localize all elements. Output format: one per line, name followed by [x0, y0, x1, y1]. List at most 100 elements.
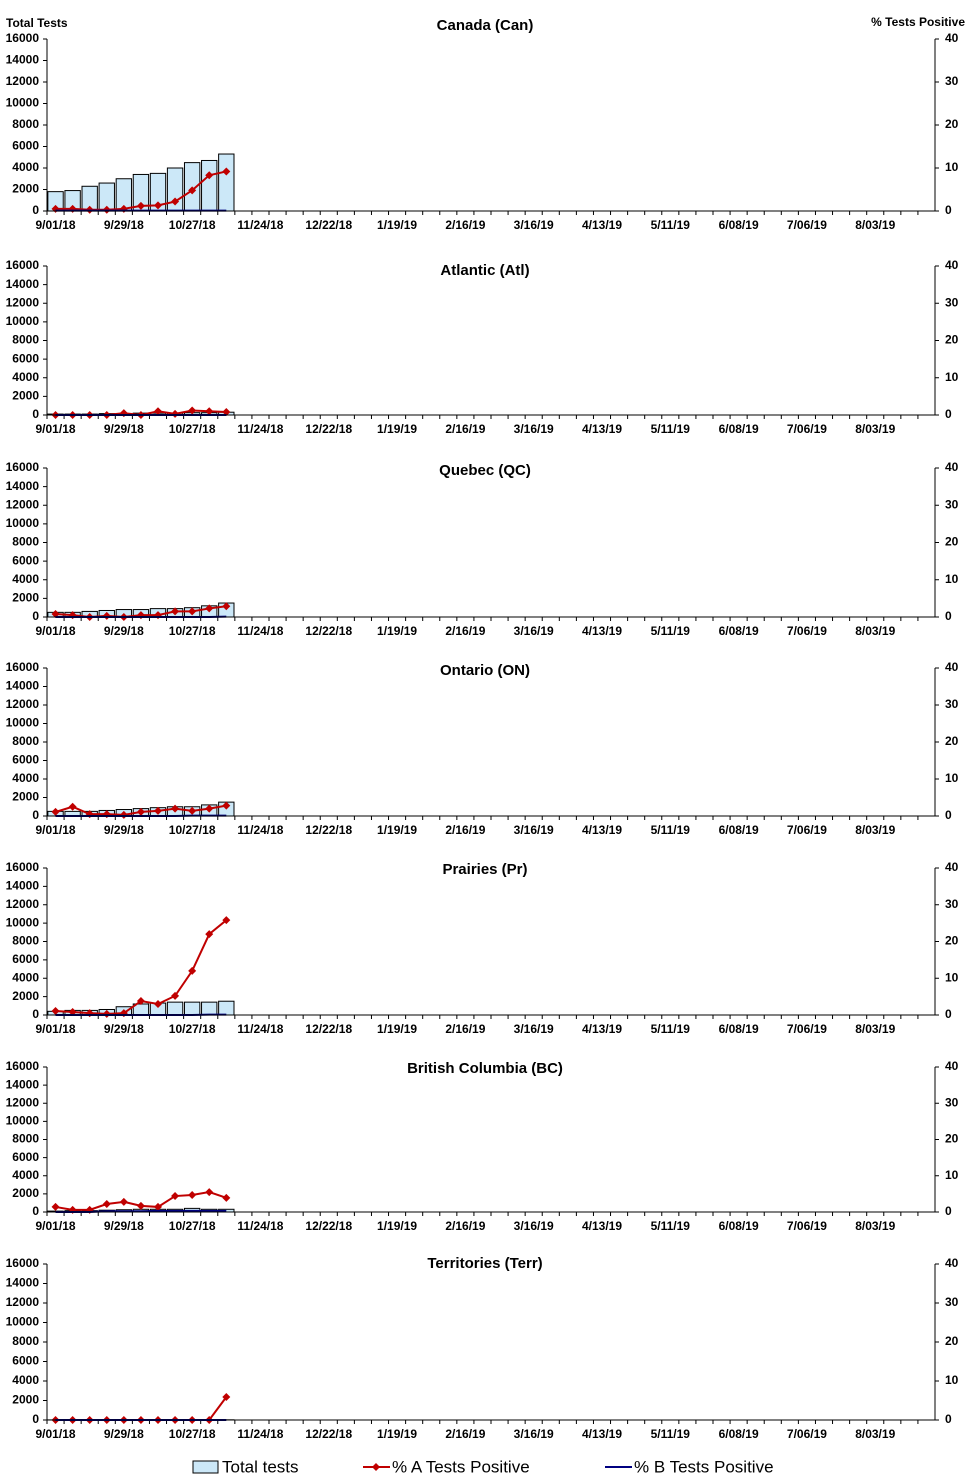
- bar: [183, 1001, 201, 1016]
- y2-tick-label: 40: [945, 1256, 959, 1270]
- y-tick-label: 2000: [12, 182, 39, 196]
- line-marker: [102, 1200, 111, 1209]
- line-marker: [205, 1188, 214, 1197]
- y-tick-label: 2000: [12, 1186, 39, 1200]
- x-tick-label: 6/08/19: [719, 823, 759, 837]
- y-tick-label: 16000: [6, 860, 40, 874]
- x-tick-label: 12/22/18: [305, 1427, 352, 1441]
- x-tick-label: 1/19/19: [377, 422, 417, 436]
- line-marker: [171, 804, 180, 813]
- y-tick-label: 0: [32, 609, 39, 623]
- y-tick-label: 0: [32, 1204, 39, 1218]
- line-marker: [136, 201, 145, 210]
- y-tick-label: 4000: [12, 1168, 39, 1182]
- chart-title: Prairies (Pr): [442, 861, 527, 878]
- chart-title: Atlantic (Atl): [440, 262, 529, 279]
- y2-tick-label: 30: [945, 1295, 959, 1309]
- x-tick-label: 9/29/18: [104, 1427, 144, 1441]
- x-tick-label: 9/29/18: [104, 422, 144, 436]
- y-tick-label: 12000: [6, 897, 40, 911]
- y-tick-label: 0: [32, 1007, 39, 1021]
- x-tick-label: 2/16/19: [445, 422, 485, 436]
- x-tick-label: 11/24/18: [237, 1219, 283, 1233]
- line-marker: [171, 197, 180, 206]
- x-tick-label: 8/03/19: [855, 624, 895, 638]
- x-tick-label: 10/27/18: [169, 1022, 216, 1036]
- y2-tick-label: 10: [945, 970, 959, 984]
- y2-tick-label: 0: [945, 1204, 952, 1218]
- x-tick-label: 10/27/18: [169, 218, 216, 232]
- x-tick-label: 11/24/18: [237, 218, 283, 232]
- chart-title: Territories (Terr): [427, 1255, 542, 1272]
- line-marker: [154, 999, 162, 1008]
- line-marker: [205, 604, 214, 613]
- x-tick-label: 11/24/18: [237, 823, 283, 837]
- bar: [201, 159, 218, 212]
- line-marker: [205, 804, 214, 813]
- x-tick-label: 10/27/18: [169, 422, 216, 436]
- y2-tick-label: 10: [945, 1168, 959, 1182]
- y-tick-label: 16000: [6, 31, 40, 45]
- x-tick-label: 11/24/18: [237, 422, 283, 436]
- x-tick-label: 1/19/19: [377, 218, 417, 232]
- x-tick-label: 5/11/19: [651, 218, 691, 232]
- y2-tick-label: 0: [945, 1007, 952, 1021]
- line-marker: [136, 807, 145, 816]
- y-tick-label: 4000: [12, 370, 39, 384]
- x-tick-label: 5/11/19: [651, 624, 691, 638]
- legend-swatch: [192, 1460, 219, 1474]
- y2-tick-label: 40: [945, 1059, 959, 1073]
- y-tick-label: 6000: [12, 952, 39, 966]
- y2-tick-label: 40: [945, 258, 959, 272]
- x-tick-label: 8/03/19: [855, 1022, 895, 1036]
- x-tick-label: 1/19/19: [377, 1219, 417, 1233]
- x-tick-label: 9/29/18: [104, 823, 144, 837]
- y-tick-label: 14000: [6, 277, 40, 291]
- x-tick-label: 5/11/19: [651, 1219, 691, 1233]
- x-tick-label: 12/22/18: [305, 218, 352, 232]
- y2-axis-label: % Tests Positive: [871, 15, 965, 29]
- x-tick-label: 6/08/19: [719, 1427, 759, 1441]
- y-tick-label: 12000: [6, 697, 40, 711]
- x-tick-label: 7/06/19: [787, 1219, 827, 1233]
- y2-tick-label: 20: [945, 1334, 959, 1348]
- y-tick-label: 10000: [6, 1315, 40, 1329]
- x-tick-label: 5/11/19: [651, 422, 691, 436]
- y2-tick-label: 10: [945, 572, 959, 586]
- bar: [218, 153, 235, 212]
- y2-tick-label: 40: [945, 31, 959, 45]
- y-tick-label: 10000: [6, 716, 40, 730]
- y-tick-label: 8000: [12, 535, 39, 549]
- chart-title: British Columbia (BC): [407, 1060, 563, 1077]
- x-tick-label: 3/16/19: [514, 624, 554, 638]
- y-tick-label: 2000: [12, 989, 39, 1003]
- y2-tick-label: 0: [945, 609, 952, 623]
- y-tick-label: 12000: [6, 74, 40, 88]
- y2-tick-label: 30: [945, 497, 959, 511]
- line-marker: [68, 802, 77, 811]
- x-tick-label: 7/06/19: [787, 823, 827, 837]
- y-tick-label: 16000: [6, 1256, 40, 1270]
- x-tick-label: 3/16/19: [514, 422, 554, 436]
- y2-tick-label: 10: [945, 370, 959, 384]
- y-tick-label: 10000: [6, 516, 40, 530]
- y-tick-label: 0: [32, 1412, 39, 1426]
- line-marker: [154, 1202, 162, 1211]
- y2-tick-label: 30: [945, 74, 959, 88]
- line-marker: [222, 801, 231, 810]
- y2-tick-label: 30: [945, 697, 959, 711]
- x-tick-label: 2/16/19: [445, 1427, 485, 1441]
- y-tick-label: 16000: [6, 1059, 40, 1073]
- x-tick-label: 6/08/19: [719, 1219, 759, 1233]
- y-tick-label: 12000: [6, 1095, 40, 1109]
- x-tick-label: 1/19/19: [377, 1022, 417, 1036]
- x-tick-label: 4/13/19: [582, 1219, 622, 1233]
- x-tick-label: 3/16/19: [514, 1219, 554, 1233]
- x-tick-label: 9/01/18: [36, 1219, 76, 1233]
- legend-label: % A Tests Positive: [392, 1457, 530, 1476]
- x-tick-label: 11/24/18: [237, 624, 283, 638]
- y-tick-label: 6000: [12, 351, 39, 365]
- line-marker: [188, 406, 197, 415]
- line-marker: [222, 167, 231, 176]
- y-tick-label: 6000: [12, 753, 39, 767]
